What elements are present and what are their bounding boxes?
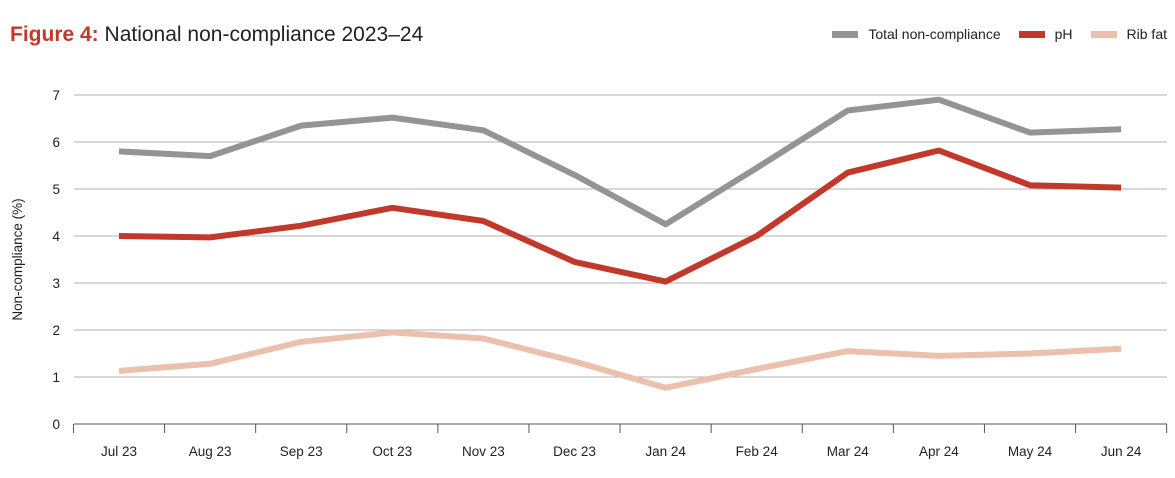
x-tick-label-apr-24: Apr 24 bbox=[919, 444, 959, 459]
y-tick-label-6: 6 bbox=[52, 135, 60, 150]
series-line-total-non-compliance bbox=[118, 96, 1122, 228]
x-tick-label-aug-23: Aug 23 bbox=[189, 444, 232, 459]
y-tick-label-0: 0 bbox=[52, 417, 60, 432]
y-tick-label-2: 2 bbox=[52, 323, 60, 338]
series-line-ph bbox=[118, 147, 1122, 285]
legend-item-rib-fat: Rib fat bbox=[1090, 26, 1167, 42]
y-tick-label-7: 7 bbox=[52, 88, 60, 103]
figure-label: Figure 4: bbox=[10, 23, 99, 46]
legend-item-total-non-compliance: Total non-compliance bbox=[832, 26, 1001, 42]
legend-swatch-total-non-compliance bbox=[832, 30, 859, 38]
legend-label-ph: pH bbox=[1054, 26, 1073, 42]
x-tick-label-mar-24: Mar 24 bbox=[827, 444, 870, 459]
x-tick-label-nov-23: Nov 23 bbox=[462, 444, 505, 459]
y-tick-label-1: 1 bbox=[52, 370, 60, 385]
chart-title-text: National non-compliance 2023–24 bbox=[104, 23, 424, 46]
y-tick-label-5: 5 bbox=[52, 182, 60, 197]
x-tick-label-sep-23: Sep 23 bbox=[280, 444, 323, 459]
legend-label-total-non-compliance: Total non-compliance bbox=[868, 26, 1001, 42]
x-tick-label-jan-24: Jan 24 bbox=[645, 444, 686, 459]
y-tick-label-4: 4 bbox=[52, 229, 60, 244]
x-tick-label-oct-23: Oct 23 bbox=[372, 444, 412, 459]
legend-swatch-ph bbox=[1018, 30, 1045, 38]
legend-item-ph: pH bbox=[1018, 26, 1073, 42]
legend: Total non-compliance pH Rib fat bbox=[814, 26, 1167, 42]
y-tick-label-3: 3 bbox=[52, 276, 60, 291]
chart-title: Figure 4: National non-compliance 2023–2… bbox=[10, 22, 423, 48]
x-tick-label-jun-24: Jun 24 bbox=[1101, 444, 1142, 459]
x-tick-label-dec-23: Dec 23 bbox=[553, 444, 596, 459]
legend-label-rib-fat: Rib fat bbox=[1126, 26, 1167, 42]
x-tick-label-may-24: May 24 bbox=[1008, 444, 1053, 459]
legend-swatch-rib-fat bbox=[1090, 30, 1117, 38]
x-tick-label-feb-24: Feb 24 bbox=[736, 444, 779, 459]
y-axis-title: Non-compliance (%) bbox=[10, 198, 25, 320]
series-line-rib-fat bbox=[118, 329, 1122, 391]
x-tick-label-jul-23: Jul 23 bbox=[101, 444, 137, 459]
